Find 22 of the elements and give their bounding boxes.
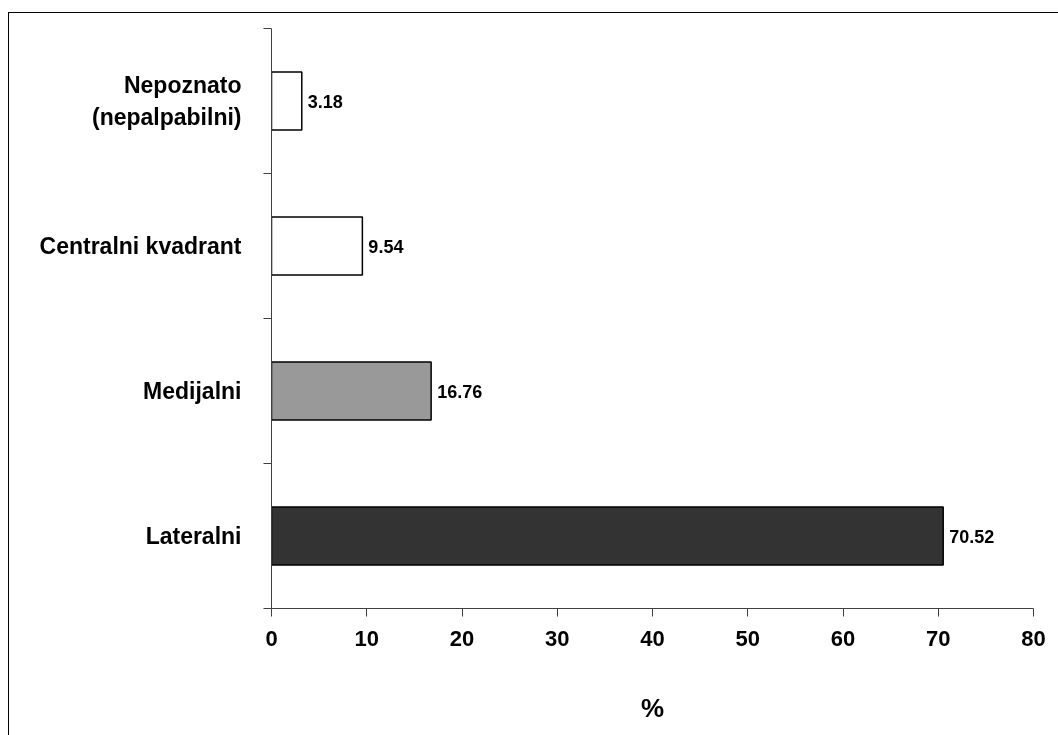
data-label: 3.18 [307,91,343,112]
x-tick-label: 60 [830,625,856,651]
bar [271,361,432,421]
x-tick-label: 70 [926,625,951,651]
bar [271,216,364,276]
y-tick-label: Lateralni [145,523,242,549]
bar [271,71,303,131]
x-tick-label: 80 [1021,625,1046,651]
data-label: 9.54 [368,236,404,257]
y-tick-label: Centralni kvadrant [39,233,242,259]
x-tick-label: 10 [354,625,379,651]
y-tick-label: Medijalni [143,378,242,404]
x-tick-label: 50 [735,625,760,651]
x-tick-label: 40 [640,625,665,651]
data-label: 70.52 [949,526,995,547]
x-tick-label: 20 [449,625,475,651]
x-axis-title: % [640,692,665,723]
x-tick-label: 0 [265,625,278,651]
y-tick-label: Nepoznato (nepalpabilni) [92,72,242,130]
x-tick-label: 30 [545,625,570,651]
bar [271,506,944,566]
data-label: 16.76 [437,381,483,402]
